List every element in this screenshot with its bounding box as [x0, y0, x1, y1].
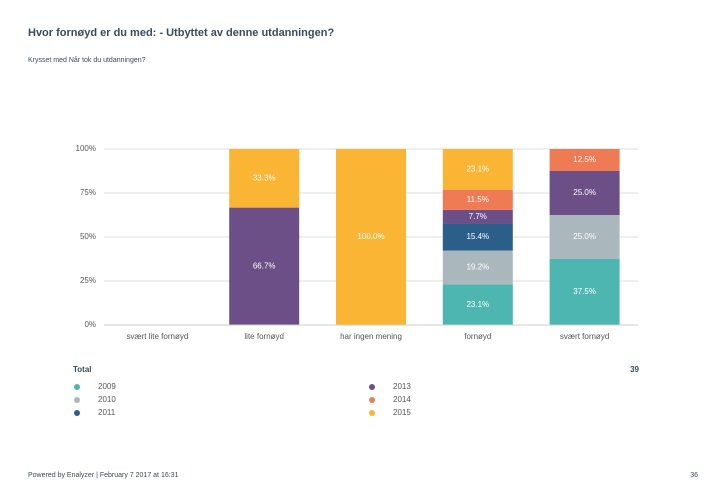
legend-label: 2011: [98, 408, 116, 417]
legend-marker: [369, 397, 375, 403]
bar-segment: [549, 149, 620, 171]
x-tick-label: svært lite fornøyd: [127, 332, 189, 341]
x-tick-label: har ingen mening: [340, 332, 402, 341]
legend-label: 2015: [393, 408, 411, 417]
y-tick-label: 50%: [80, 232, 96, 241]
x-tick-label: lite fornøyd: [244, 332, 284, 341]
value-label: 7.7%: [469, 212, 487, 221]
y-tick-label: 25%: [80, 276, 96, 285]
bar-segment: [442, 223, 513, 251]
bar-segment: [442, 209, 513, 224]
y-tick-label: 100%: [76, 144, 96, 153]
y-tick-label: 0%: [84, 320, 96, 329]
bar-segment: [549, 171, 620, 215]
legend-marker: [369, 410, 375, 416]
legend-label: 2010: [98, 395, 116, 404]
title: Hvor fornøyd er du med: - Utbyttet av de…: [28, 27, 334, 39]
x-tick-label: svært fornøyd: [560, 332, 609, 341]
bar-segment: [442, 189, 513, 210]
bar-segment: [442, 284, 513, 325]
bar-segment: [442, 149, 513, 190]
legend-marker: [74, 410, 80, 416]
value-label: 33.3%: [253, 173, 276, 182]
legend-marker: [74, 384, 80, 390]
legend-label: 2013: [393, 382, 411, 391]
value-label: 25.0%: [573, 188, 596, 197]
value-label: 11.5%: [467, 195, 489, 204]
value-label: 23.1%: [466, 300, 489, 309]
value-label: 12.5%: [573, 155, 596, 164]
value-label: 100.0%: [357, 232, 384, 241]
y-tick-label: 75%: [80, 188, 96, 197]
bar-segment: [442, 250, 513, 285]
subtitle: Krysset med Når tok du utdanningen?: [28, 56, 146, 64]
value-label: 37.5%: [573, 287, 596, 296]
bar-segment: [229, 207, 300, 325]
legend-marker: [369, 384, 375, 390]
value-label: 25.0%: [573, 232, 596, 241]
bar-segment: [336, 149, 406, 325]
legend-label: 2014: [393, 395, 411, 404]
x-tick-label: fornøyd: [464, 332, 491, 341]
bar-segment: [229, 149, 300, 208]
value-label: 19.2%: [466, 263, 489, 272]
total-value: 39: [630, 365, 639, 374]
footer: Powered by Enalyzer | February 7 2017 at…: [28, 472, 179, 479]
page-number: 36: [690, 472, 698, 479]
bar-segment: [549, 259, 620, 325]
bar-segment: [549, 215, 620, 259]
legend-label: 2009: [98, 382, 116, 391]
value-label: 66.7%: [253, 261, 276, 270]
legend-marker: [74, 397, 80, 403]
value-label: 15.4%: [466, 232, 489, 241]
value-label: 23.1%: [466, 164, 489, 173]
total-label: Total: [73, 365, 92, 374]
